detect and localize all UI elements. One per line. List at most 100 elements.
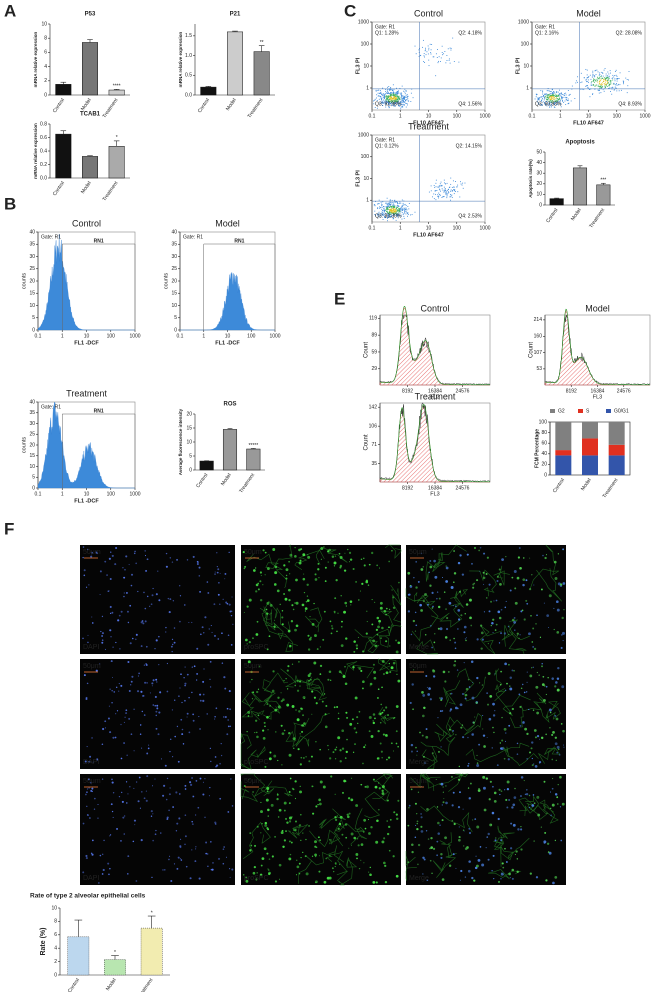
event-dot	[394, 210, 396, 212]
cell-dot	[276, 793, 279, 796]
cell-dot	[231, 805, 234, 807]
event-dot	[394, 209, 396, 211]
cell-dot	[112, 816, 114, 819]
cell-dot	[126, 802, 128, 804]
event-dot	[547, 94, 549, 96]
event-dot	[585, 79, 587, 81]
y-tick-label: 142	[369, 405, 378, 411]
cell-dot	[463, 662, 465, 664]
event-dot	[598, 90, 600, 92]
cell-dot	[195, 846, 197, 848]
event-dot	[400, 202, 402, 204]
cell-dot	[121, 800, 124, 803]
bar	[140, 927, 163, 976]
cell-dot	[294, 684, 297, 687]
cell-dot	[87, 778, 90, 781]
cell-dot	[526, 671, 528, 673]
cell-dot	[188, 696, 190, 699]
cell-dot	[483, 611, 485, 613]
cell-dot	[369, 866, 372, 869]
cell-dot	[270, 803, 274, 807]
cell-dot	[355, 731, 358, 734]
cell-dot	[319, 748, 321, 751]
event-dot	[610, 91, 611, 93]
event-dot	[377, 203, 379, 205]
cell-dot	[278, 808, 282, 812]
cell-dot	[133, 708, 135, 710]
cell-dot	[260, 575, 262, 577]
event-dot	[446, 197, 448, 199]
cell-dot	[146, 752, 149, 755]
cell-dot	[397, 745, 399, 748]
event-dot	[563, 94, 565, 96]
cell-dot	[562, 729, 565, 733]
event-dot	[380, 212, 382, 214]
event-dot	[594, 80, 596, 82]
event-dot	[385, 92, 387, 94]
tissue-strand	[539, 799, 559, 824]
cell-dot	[251, 698, 254, 700]
cell-dot	[389, 670, 392, 674]
event-dot	[401, 85, 403, 87]
cell-dot	[228, 551, 230, 553]
cell-dot	[291, 787, 294, 790]
cell-dot	[520, 828, 523, 831]
cell-dot	[169, 598, 172, 601]
cell-dot	[388, 849, 391, 852]
tissue-strand	[363, 628, 390, 652]
cell-dot	[317, 804, 319, 806]
cell-dot	[268, 858, 271, 860]
cell-dot	[546, 842, 550, 845]
event-dot	[445, 193, 447, 195]
cell-dot	[178, 695, 180, 697]
y-axis-label: Count	[529, 342, 535, 358]
event-dot	[389, 88, 391, 90]
cell-dot	[354, 696, 358, 700]
event-dot	[548, 96, 550, 98]
event-dot	[397, 202, 398, 203]
cell-dot	[281, 764, 283, 766]
event-dot	[546, 105, 548, 107]
x-tick-label: Control	[545, 207, 559, 224]
event-dot	[381, 208, 383, 210]
cell-dot	[347, 548, 349, 551]
cell-dot	[141, 710, 143, 713]
tissue-strand	[240, 781, 259, 803]
cell-dot	[472, 721, 476, 724]
cell-dot	[477, 789, 481, 792]
gate-label: Gate: R1	[375, 137, 395, 143]
event-dot	[388, 203, 390, 204]
cell-dot	[277, 759, 279, 762]
event-dot	[401, 199, 403, 201]
y-axis-label: Count	[364, 434, 370, 450]
cell-dot	[111, 810, 114, 813]
scatter-cloud	[534, 68, 630, 108]
cell-dot	[313, 661, 317, 665]
cell-dot	[392, 661, 396, 665]
cell-dot	[209, 686, 212, 688]
event-dot	[602, 86, 604, 88]
event-dot	[384, 214, 386, 216]
cell-dot	[388, 825, 391, 829]
scale-bar-label: 50μm	[83, 549, 101, 556]
event-dot	[600, 85, 602, 87]
y-axis-label: FCM Percentage	[534, 429, 540, 468]
cell-dot	[266, 601, 270, 605]
event-dot	[565, 94, 567, 96]
cell-dot	[422, 693, 426, 697]
cell-dot	[358, 599, 360, 601]
quadrant-label: Q2: 14.15%	[456, 143, 483, 149]
cell-dot	[254, 732, 256, 734]
event-dot	[602, 81, 604, 82]
event-dot	[551, 102, 553, 103]
event-dot	[591, 81, 593, 83]
cell-dot	[271, 689, 275, 693]
y-tick-label: 59	[371, 349, 377, 355]
cell-dot	[102, 868, 105, 872]
event-dot	[610, 80, 612, 82]
histogram-shape	[180, 272, 275, 331]
event-dot	[379, 95, 381, 97]
cell-dot	[247, 660, 251, 664]
cell-dot	[522, 578, 526, 582]
cell-dot	[505, 798, 508, 802]
